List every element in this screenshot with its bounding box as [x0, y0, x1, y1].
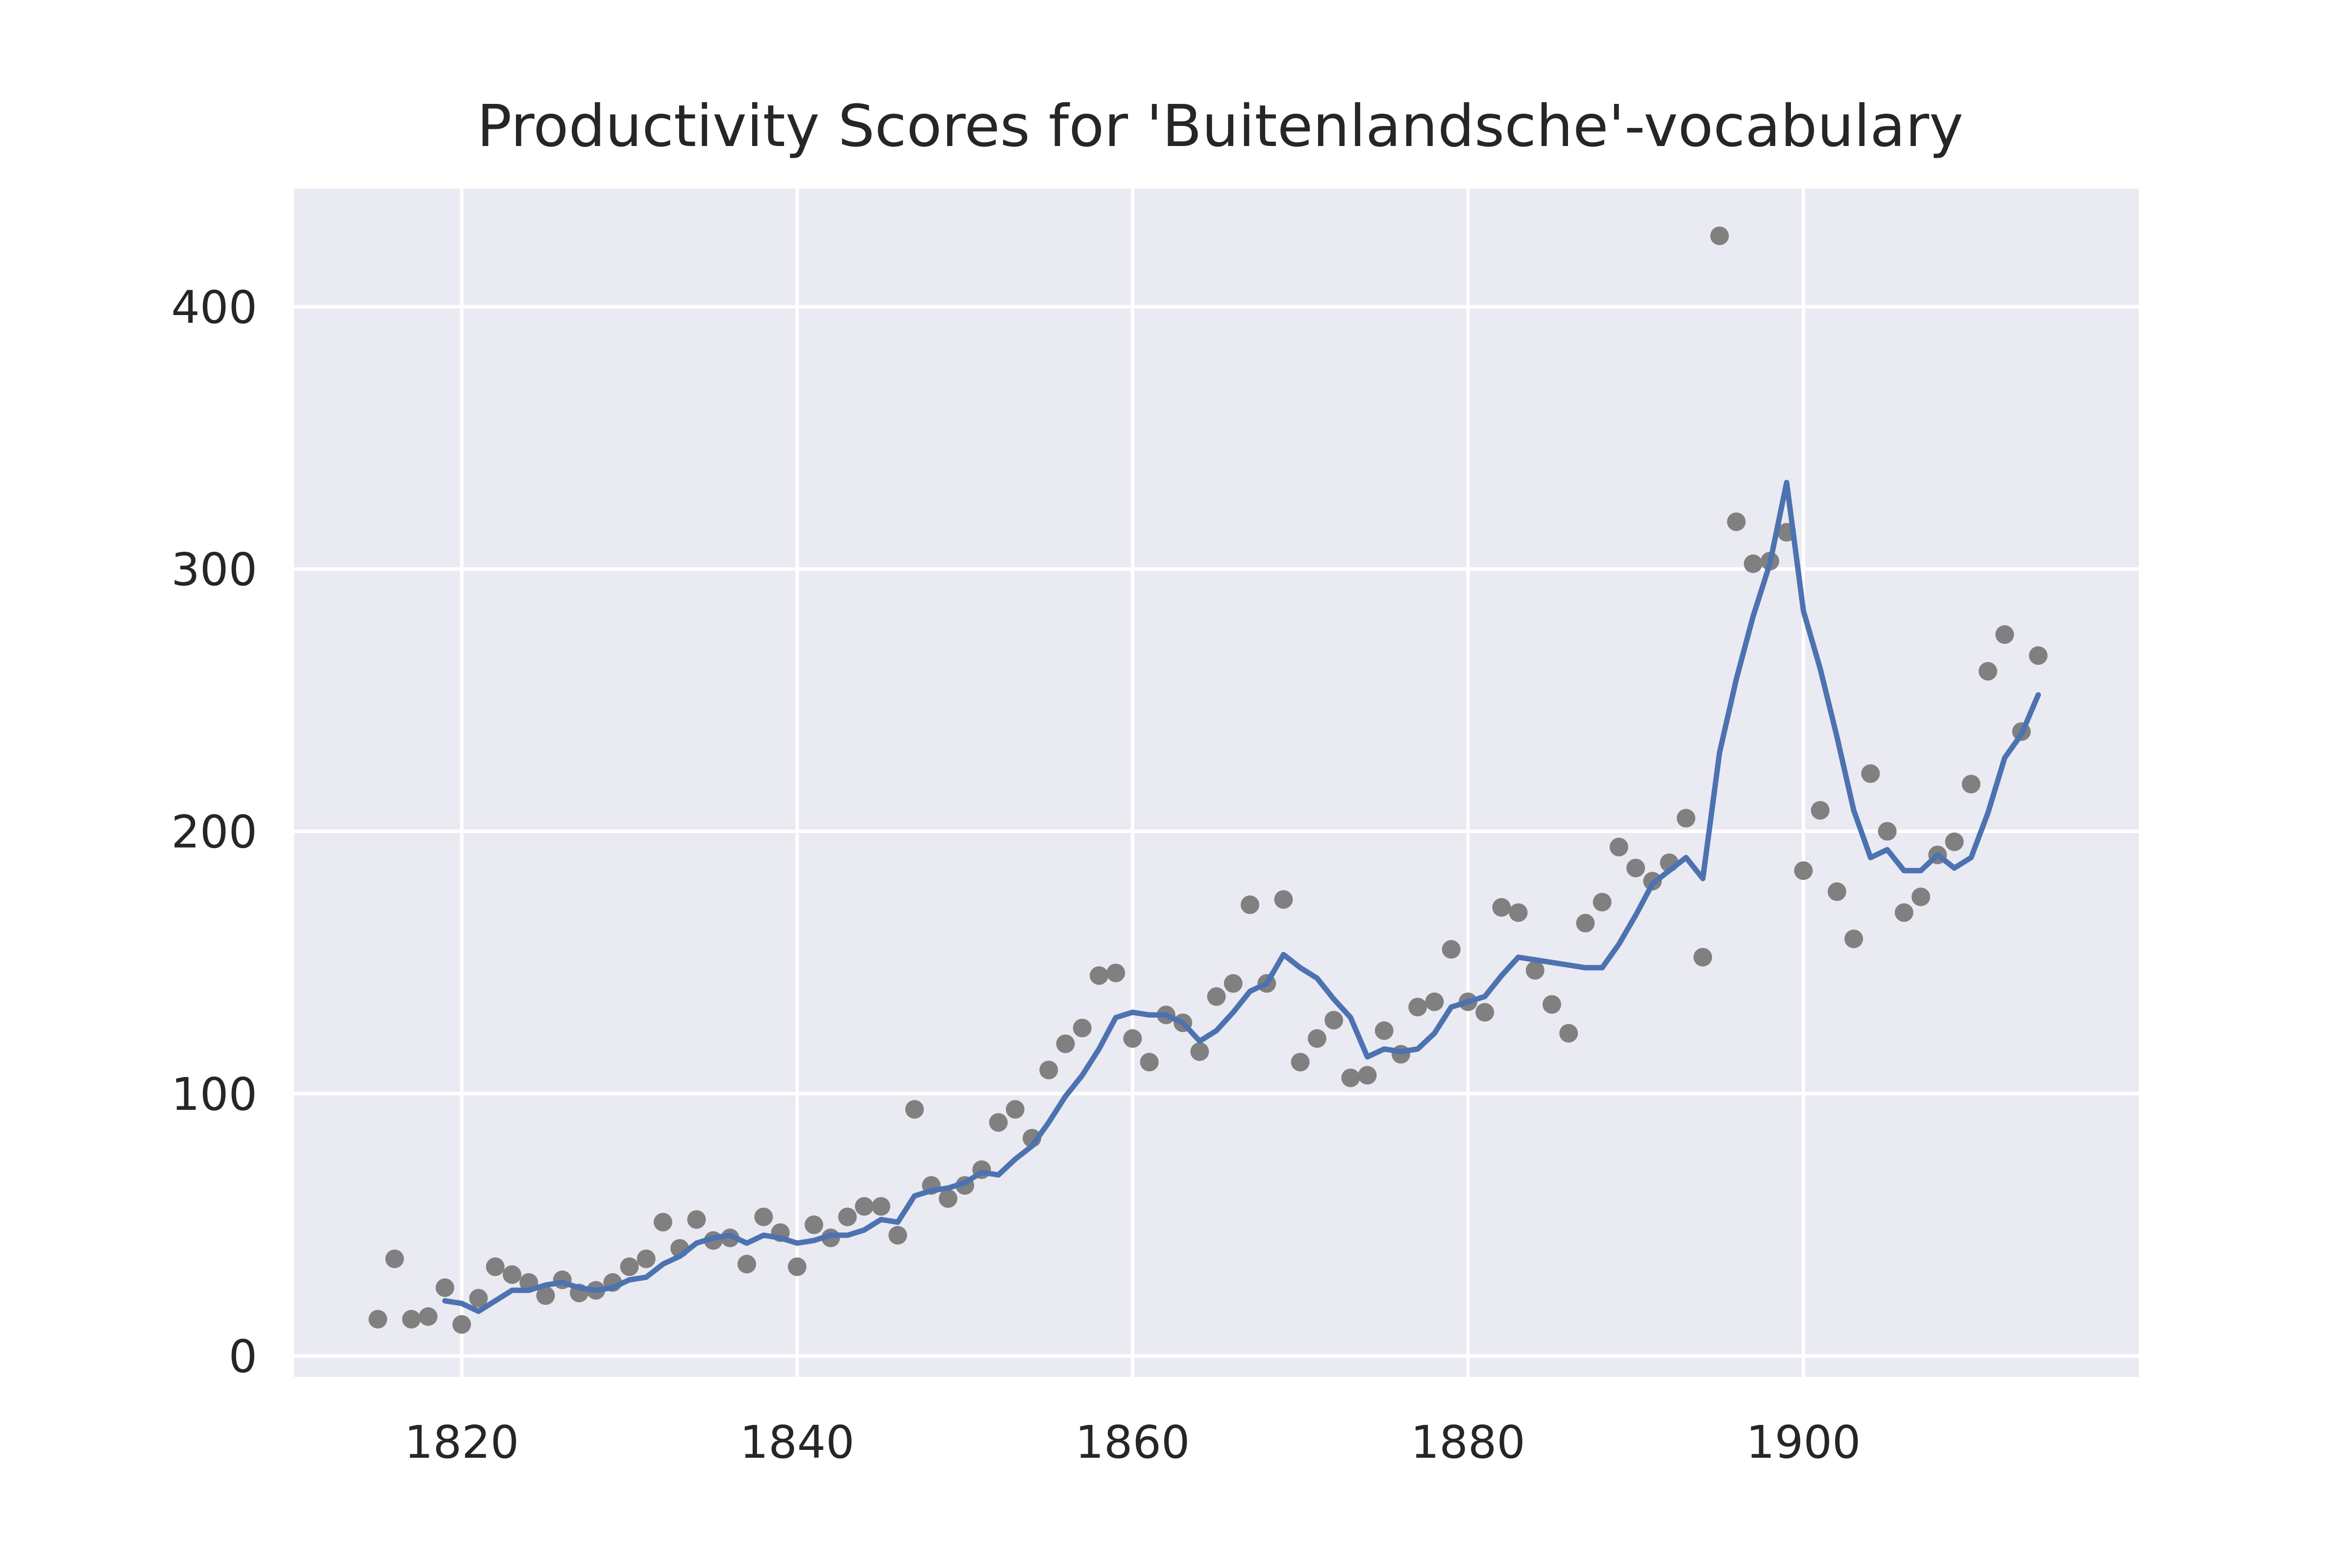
- data-point: [1089, 966, 1108, 985]
- data-point: [1475, 1003, 1494, 1022]
- y-tick-label: 100: [171, 1068, 257, 1121]
- data-point: [1676, 808, 1695, 828]
- data-point: [805, 1215, 824, 1234]
- x-axis-tick-labels: 1820 1840 1860 1880 1900: [404, 1416, 1861, 1469]
- data-point: [1878, 822, 1897, 841]
- data-point: [1207, 987, 1226, 1006]
- data-point: [1693, 948, 1713, 967]
- data-point: [1609, 837, 1628, 857]
- data-point: [654, 1213, 672, 1232]
- data-point: [1844, 930, 1863, 949]
- data-point: [1978, 662, 1997, 681]
- data-point: [1274, 890, 1293, 909]
- data-point: [1442, 940, 1461, 959]
- data-point: [905, 1100, 924, 1119]
- data-point: [469, 1289, 488, 1308]
- data-point: [1626, 858, 1645, 878]
- data-point: [1039, 1060, 1058, 1079]
- grid-horizontal: [294, 305, 2139, 1358]
- data-point: [855, 1197, 874, 1216]
- data-point: [1727, 512, 1746, 531]
- data-point: [1509, 903, 1528, 922]
- data-point: [1291, 1053, 1310, 1072]
- data-point: [1743, 554, 1763, 573]
- data-point: [402, 1310, 421, 1329]
- data-point: [1492, 898, 1511, 917]
- data-point: [687, 1210, 706, 1229]
- data-point: [888, 1225, 907, 1245]
- data-point: [1224, 974, 1243, 993]
- data-point: [1374, 1021, 1394, 1040]
- x-tick-label: 1840: [740, 1416, 855, 1469]
- data-point: [838, 1207, 857, 1226]
- y-axis-tick-labels: 0 100 200 300 400: [171, 281, 257, 1383]
- x-tick-label: 1900: [1746, 1416, 1861, 1469]
- data-point: [1592, 893, 1612, 912]
- data-point: [1324, 1010, 1344, 1029]
- x-tick-label: 1880: [1411, 1416, 1525, 1469]
- smoothed-trend-line: [442, 480, 2041, 1314]
- x-tick-label: 1860: [1075, 1416, 1190, 1469]
- data-point: [436, 1278, 455, 1297]
- data-point: [1811, 801, 1830, 820]
- data-point: [368, 1310, 388, 1329]
- data-point: [1945, 832, 1964, 851]
- data-point: [1525, 961, 1544, 980]
- grid-vertical: [460, 189, 1805, 1377]
- data-point: [871, 1197, 890, 1216]
- plot-area: [294, 189, 2139, 1377]
- data-point: [1559, 1024, 1578, 1043]
- data-point: [1240, 895, 1259, 914]
- data-point: [1794, 861, 1813, 880]
- data-point: [418, 1307, 438, 1326]
- data-point: [787, 1257, 807, 1276]
- data-point: [1911, 887, 1931, 906]
- data-point: [637, 1250, 656, 1269]
- data-point: [1190, 1042, 1209, 1061]
- data-point: [1056, 1034, 1075, 1054]
- data-point: [1408, 998, 1427, 1017]
- y-tick-label: 400: [171, 281, 257, 334]
- data-point: [2029, 646, 2048, 665]
- data-point: [1123, 1029, 1142, 1048]
- data-point: [620, 1257, 639, 1276]
- data-point: [1073, 1019, 1092, 1038]
- data-point: [1995, 625, 2014, 644]
- data-point: [1961, 775, 1981, 794]
- data-point: [938, 1189, 957, 1208]
- y-tick-label: 300: [171, 543, 257, 596]
- data-point: [1576, 913, 1595, 932]
- data-point: [1827, 882, 1846, 901]
- data-point: [1307, 1029, 1326, 1048]
- data-point: [1140, 1053, 1159, 1072]
- y-tick-label: 200: [171, 806, 257, 858]
- data-point: [989, 1113, 1008, 1132]
- chart-title: Productivity Scores for 'Buitenlandsche'…: [477, 92, 1963, 160]
- data-point: [754, 1207, 773, 1226]
- data-point: [385, 1250, 404, 1269]
- data-point: [1894, 903, 1913, 922]
- data-point: [502, 1265, 521, 1284]
- y-tick-label: 0: [228, 1330, 257, 1383]
- data-point: [486, 1257, 505, 1276]
- data-point: [1543, 995, 1562, 1014]
- x-tick-label: 1820: [404, 1416, 519, 1469]
- data-point: [1341, 1068, 1360, 1087]
- data-point: [1358, 1066, 1377, 1085]
- data-point: [452, 1315, 471, 1334]
- data-point: [1710, 226, 1729, 245]
- data-point: [1005, 1100, 1025, 1119]
- data-point: [1425, 992, 1444, 1011]
- data-point: [1861, 764, 1880, 783]
- data-point: [536, 1286, 555, 1305]
- data-point: [1106, 963, 1126, 982]
- data-point: [737, 1254, 757, 1274]
